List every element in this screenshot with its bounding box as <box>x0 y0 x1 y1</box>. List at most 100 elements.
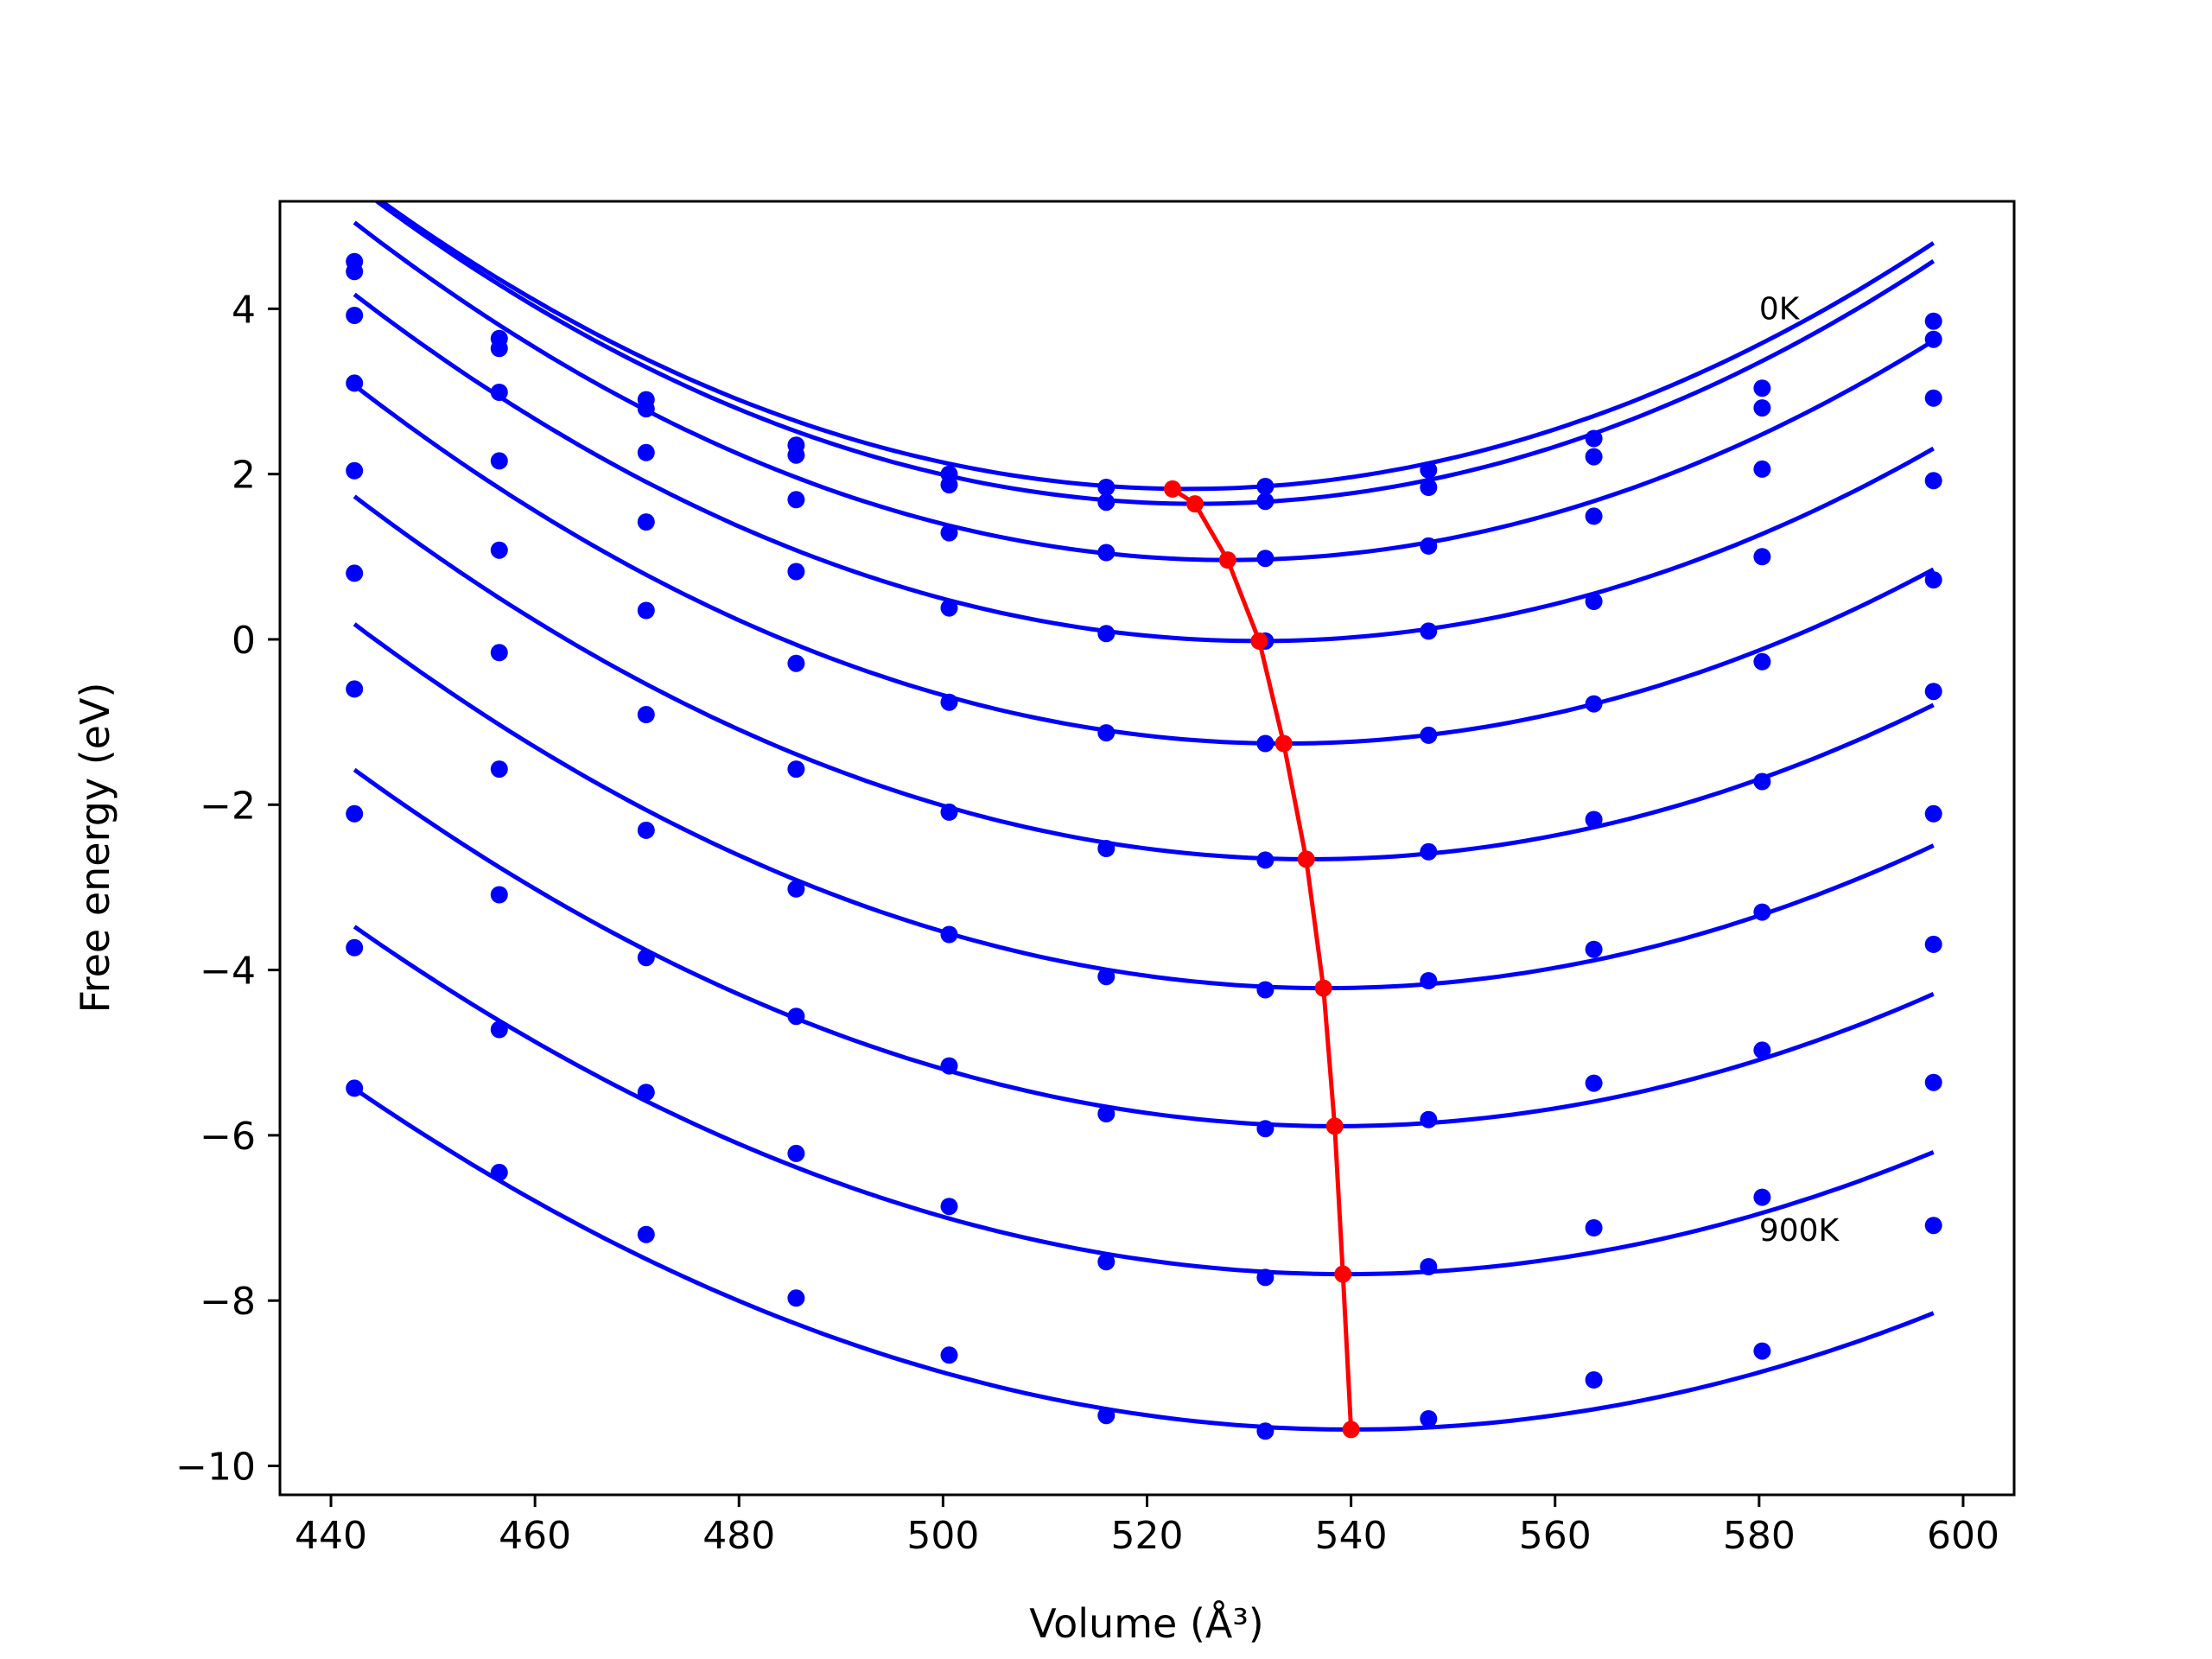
data-point-s8-8 <box>1585 1219 1603 1236</box>
fit-curve-3 <box>353 292 1935 644</box>
data-point-s6-3 <box>787 880 805 898</box>
x-tick-label: 580 <box>1723 1514 1796 1558</box>
fit-curve-8 <box>353 925 1935 1277</box>
data-point-s2-10 <box>1924 389 1942 407</box>
data-point-s6-9 <box>1753 903 1771 921</box>
data-point-s4-3 <box>787 654 805 672</box>
data-point-s3-2 <box>637 513 655 531</box>
fit-curve-1 <box>373 201 1936 506</box>
data-point-s9-6 <box>1256 1422 1274 1440</box>
data-point-s3-10 <box>1924 472 1942 490</box>
data-point-s3-7 <box>1420 622 1438 640</box>
equilibrium-line <box>1164 480 1360 1439</box>
equilibrium-point-4 <box>1274 734 1293 753</box>
equilibrium-point-2 <box>1218 551 1236 569</box>
data-point-s1-4 <box>940 476 958 494</box>
data-point-s2-7 <box>1420 537 1438 555</box>
data-point-s4-1 <box>490 541 508 559</box>
data-point-s2-0 <box>346 307 364 324</box>
equilibrium-point-6 <box>1314 979 1332 997</box>
x-tick-label: 480 <box>702 1514 775 1558</box>
data-point-s7-4 <box>940 1057 958 1075</box>
data-point-s8-0 <box>346 938 364 957</box>
annotation-0: 0K <box>1759 291 1801 327</box>
data-point-s3-4 <box>940 599 958 617</box>
data-point-s2-4 <box>940 524 958 542</box>
data-point-s5-0 <box>346 564 364 582</box>
fit-curve-9 <box>353 1086 1935 1432</box>
data-point-s5-4 <box>940 803 958 821</box>
fit-curves <box>353 201 1936 1432</box>
data-point-s7-2 <box>637 949 655 967</box>
y-tick-label: 4 <box>232 288 256 332</box>
data-point-s7-1 <box>490 886 508 904</box>
fit-curve-2 <box>353 220 1936 563</box>
data-point-s1-6 <box>1256 493 1274 511</box>
data-point-s3-5 <box>1097 625 1116 643</box>
x-tick-label: 560 <box>1519 1514 1592 1558</box>
data-point-s1-0 <box>346 263 364 281</box>
y-tick-label: −4 <box>200 950 256 994</box>
data-point-s6-8 <box>1585 940 1603 958</box>
fit-curve-0 <box>378 201 1936 492</box>
data-point-s4-9 <box>1753 652 1771 671</box>
annotations: 0K 900K <box>1759 291 1840 1249</box>
x-axis-label: Volume (Å³) <box>1029 1600 1264 1647</box>
y-tick-label: −8 <box>200 1280 256 1324</box>
data-point-s1-1 <box>490 340 508 358</box>
data-point-s6-6 <box>1256 981 1274 999</box>
data-point-s9-3 <box>787 1289 805 1307</box>
x-tick-label: 460 <box>499 1514 571 1558</box>
data-point-s9-10 <box>1924 1217 1942 1235</box>
data-point-s0-6 <box>1256 478 1274 495</box>
data-point-s3-8 <box>1585 593 1603 610</box>
data-point-s8-5 <box>1097 1253 1116 1271</box>
fit-curve-7 <box>353 767 1935 1128</box>
data-point-s7-7 <box>1420 1110 1438 1128</box>
data-point-s2-5 <box>1097 543 1116 562</box>
data-point-s1-3 <box>787 446 805 464</box>
data-point-s5-2 <box>637 706 655 723</box>
data-point-s8-4 <box>940 1198 958 1216</box>
data-point-s7-9 <box>1753 1041 1771 1059</box>
data-point-s2-1 <box>490 384 508 401</box>
x-tick-label: 440 <box>295 1514 367 1558</box>
x-tick-label: 540 <box>1315 1514 1388 1558</box>
data-point-s0-8 <box>1585 429 1603 448</box>
data-point-s2-8 <box>1585 507 1603 525</box>
equilibrium-point-7 <box>1325 1117 1344 1135</box>
data-point-s7-10 <box>1924 935 1942 953</box>
data-point-s4-6 <box>1256 734 1274 753</box>
data-point-s7-0 <box>346 804 364 823</box>
data-point-s6-2 <box>637 821 655 839</box>
data-point-s8-7 <box>1420 1258 1438 1275</box>
data-point-s5-10 <box>1924 683 1942 701</box>
data-point-s9-0 <box>346 1079 364 1097</box>
data-point-s0-9 <box>1753 379 1771 397</box>
data-point-s2-2 <box>637 443 655 461</box>
data-point-s1-7 <box>1420 479 1438 496</box>
data-point-s5-7 <box>1420 842 1438 861</box>
annotation-1: 900K <box>1759 1213 1840 1249</box>
data-point-s7-8 <box>1585 1074 1603 1092</box>
data-point-s5-9 <box>1753 772 1771 791</box>
data-point-s1-8 <box>1585 448 1603 466</box>
data-point-s2-3 <box>787 491 805 509</box>
fit-curve-6 <box>353 622 1935 991</box>
data-point-s8-6 <box>1256 1268 1274 1287</box>
equilibrium-point-5 <box>1297 850 1315 868</box>
equilibrium-point-9 <box>1342 1421 1360 1439</box>
data-point-s0-10 <box>1924 312 1942 330</box>
x-axis-ticks: 440 460 480 500 520 540 560 580 600 <box>295 1495 1999 1558</box>
data-point-s4-5 <box>1097 724 1116 742</box>
y-tick-label: −6 <box>200 1115 256 1159</box>
data-point-s1-2 <box>637 400 655 418</box>
data-point-s5-5 <box>1097 840 1116 857</box>
data-point-s4-0 <box>346 461 364 480</box>
fit-curve-5 <box>353 494 1935 861</box>
data-point-s6-1 <box>490 760 508 779</box>
data-point-s9-4 <box>940 1346 958 1364</box>
x-tick-label: 600 <box>1927 1514 1999 1558</box>
